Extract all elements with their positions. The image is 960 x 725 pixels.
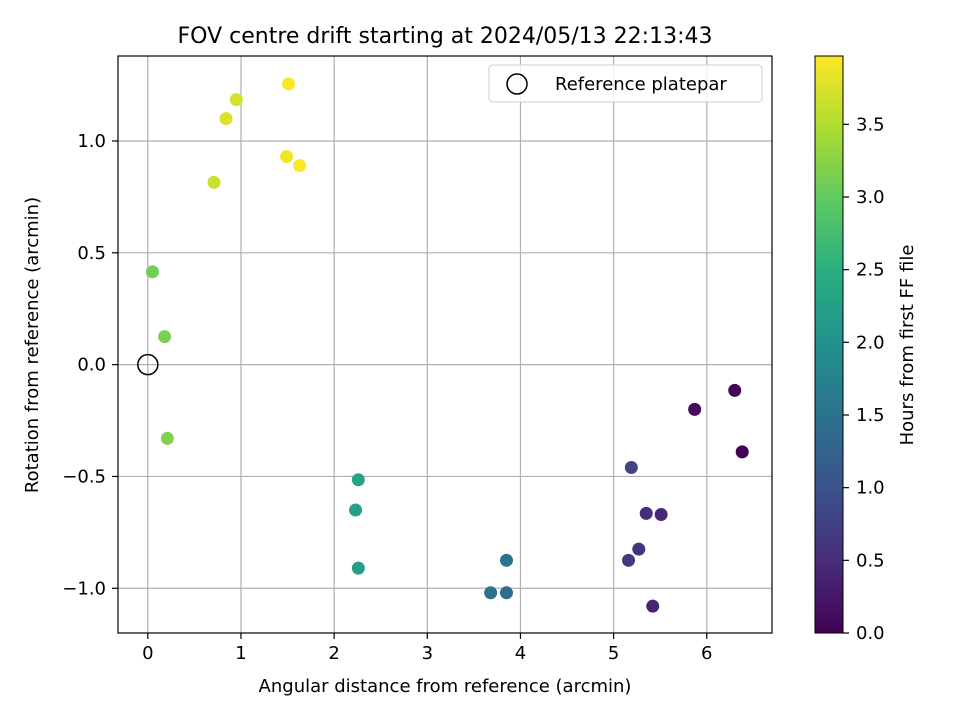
data-point: [499, 586, 513, 600]
colorbar-tick-label: 0.5: [856, 550, 885, 571]
colorbar-tick-label: 3.0: [856, 187, 885, 208]
data-point: [646, 599, 660, 613]
data-point: [632, 542, 646, 556]
chart-title: FOV centre drift starting at 2024/05/13 …: [178, 24, 713, 49]
x-tick-label: 3: [422, 643, 433, 664]
data-point: [280, 150, 294, 164]
y-tick-label: −1.0: [62, 578, 106, 599]
colorbar-tick-label: 1.0: [856, 478, 885, 499]
y-axis: −1.0 −0.5 0.0 0.5 1.0: [62, 131, 118, 599]
legend-box: [488, 64, 763, 103]
legend-marker-reference: [506, 73, 528, 95]
colorbar-ticks: 0.0 0.5 1.0 1.5 2.0 2.5 3.0 3.5: [843, 114, 885, 644]
data-point: [499, 553, 513, 567]
legend: Reference platepar: [488, 64, 763, 103]
x-axis-label: Angular distance from reference (arcmin): [259, 676, 632, 697]
colorbar-tick-label: 2.5: [856, 260, 885, 281]
colorbar-tick-label: 2.0: [856, 332, 885, 353]
y-axis-label: Rotation from reference (arcmin): [22, 197, 43, 493]
data-point: [281, 77, 295, 91]
colorbar-tick-label: 1.5: [856, 405, 885, 426]
data-point: [207, 175, 221, 189]
reference-platepar-marker: [137, 353, 159, 376]
data-point: [293, 159, 307, 173]
colorbar-gradient: [814, 55, 844, 634]
y-tick-label: 1.0: [77, 131, 106, 152]
grid-lines: [118, 56, 772, 633]
data-point: [229, 93, 243, 107]
data-point: [654, 507, 668, 521]
data-point: [735, 445, 749, 459]
data-point: [351, 473, 365, 487]
data-point: [351, 561, 365, 575]
x-tick-label: 0: [142, 643, 153, 664]
x-tick-label: 6: [701, 643, 712, 664]
legend-label-reference: Reference platepar: [555, 74, 727, 95]
y-tick-label: −0.5: [62, 466, 106, 487]
data-point: [158, 330, 172, 344]
colorbar: 0.0 0.5 1.0 1.5 2.0 2.5 3.0 3.5 Hours from firs…: [814, 55, 918, 644]
data-point: [349, 503, 363, 517]
plot-area: [117, 55, 773, 634]
colorbar-tick-label: 0.0: [856, 623, 885, 644]
colorbar-label: Hours from first FF file: [897, 245, 918, 446]
data-point: [484, 586, 498, 600]
data-point: [688, 402, 702, 416]
data-point: [622, 553, 636, 567]
colorbar-tick-label: 3.5: [856, 114, 885, 135]
y-tick-label: 0.0: [77, 355, 106, 376]
plot-frame: [117, 55, 773, 634]
x-axis: 0 1 2 3 4 5 6: [142, 633, 713, 664]
data-point: [160, 431, 174, 445]
y-tick-label: 0.5: [77, 243, 106, 264]
data-point: [728, 383, 742, 397]
x-tick-label: 1: [235, 643, 246, 664]
x-tick-label: 2: [328, 643, 339, 664]
x-tick-label: 4: [515, 643, 526, 664]
data-point: [624, 461, 638, 475]
data-point: [145, 265, 159, 279]
data-point: [219, 112, 233, 126]
x-tick-label: 5: [608, 643, 619, 664]
data-point: [639, 506, 653, 520]
data-points: [137, 77, 749, 613]
